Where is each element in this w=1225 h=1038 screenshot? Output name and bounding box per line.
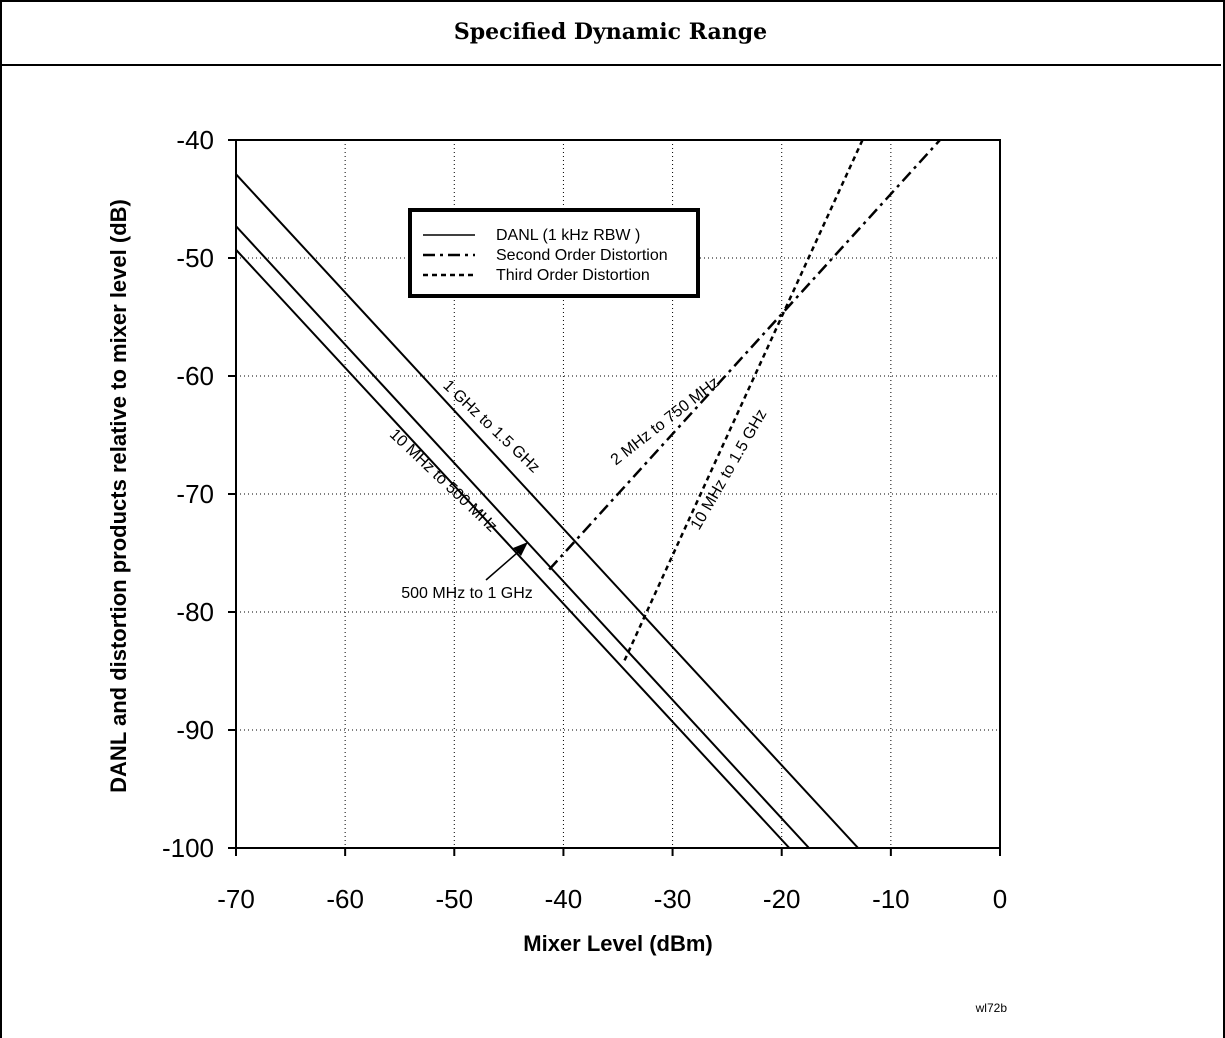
y-tick-label: -50 bbox=[176, 243, 214, 273]
series-line-2-mhz-to-750-mhz bbox=[548, 140, 941, 571]
x-tick-label: -30 bbox=[654, 884, 692, 914]
series-layer bbox=[236, 140, 941, 848]
legend-label-second-order: Second Order Distortion bbox=[496, 247, 668, 264]
legend: DANL (1 kHz RBW ) Second Order Distortio… bbox=[408, 208, 700, 298]
series-line-10-mhz-to-500-mhz bbox=[236, 249, 791, 848]
y-tick-label: -60 bbox=[176, 361, 214, 391]
x-tick-label: -10 bbox=[872, 884, 910, 914]
annotation-2mhz-750mhz: 2 MHz to 750 MHz bbox=[608, 374, 723, 469]
annotation-1ghz-1-5ghz: 1 GHz to 1.5 GHz bbox=[439, 377, 542, 476]
figure-id: wl72b bbox=[975, 1001, 1008, 1015]
legend-label-third-order: Third Order Distortion bbox=[496, 267, 650, 284]
y-tick-label: -40 bbox=[176, 125, 214, 155]
x-tick-label: -60 bbox=[326, 884, 364, 914]
y-tick-label: -80 bbox=[176, 597, 214, 627]
series-line-500-mhz-to-1-ghz bbox=[236, 225, 810, 848]
annotation-500mhz-1ghz: 500 MHz to 1 GHz bbox=[401, 585, 533, 602]
series-line-1-ghz-to-1-5-ghz bbox=[236, 173, 859, 848]
x-tick-label: -40 bbox=[545, 884, 583, 914]
ticks-layer: -70 -60 -50 -40 -30 -20 -10 0-40-50-60-70-80-90… bbox=[162, 125, 1007, 914]
x-tick-label: -20 bbox=[763, 884, 801, 914]
y-tick-label: -100 bbox=[162, 833, 214, 863]
x-tick-label: -50 bbox=[435, 884, 473, 914]
grid-layer bbox=[236, 140, 1000, 848]
annotation-arrow-head bbox=[513, 542, 528, 556]
y-tick-label: -90 bbox=[176, 715, 214, 745]
legend-box bbox=[408, 208, 700, 298]
y-tick-label: -70 bbox=[176, 479, 214, 509]
x-tick-label: -70 bbox=[217, 884, 255, 914]
page-title: Specified Dynamic Range bbox=[0, 0, 1221, 66]
plot-border bbox=[235, 139, 1001, 849]
x-axis-title: Mixer Level (dBm) bbox=[523, 931, 713, 956]
legend-label-danl: DANL (1 kHz RBW ) bbox=[496, 227, 640, 244]
annotation-10mhz-1-5ghz: 10 MHz to 1.5 GHz bbox=[688, 407, 771, 533]
x-tick-label: 0 bbox=[993, 884, 1007, 914]
y-axis-title: DANL and distortion products relative to… bbox=[106, 199, 131, 793]
